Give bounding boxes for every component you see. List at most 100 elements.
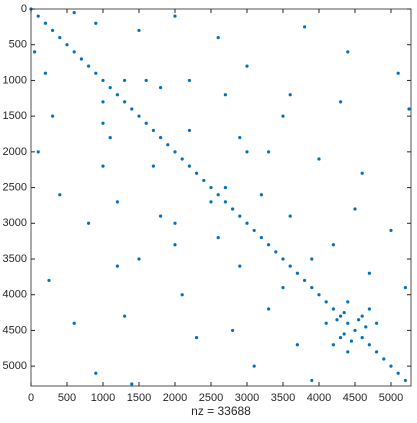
- nonzero-dot: [173, 150, 177, 154]
- nonzero-dot: [180, 157, 184, 161]
- nonzero-dot: [101, 100, 105, 104]
- nonzero-dot: [209, 200, 213, 204]
- nonzero-dot: [36, 150, 40, 154]
- nonzero-dot: [94, 371, 98, 375]
- nonzero-dot: [137, 257, 141, 261]
- nonzero-dot: [331, 243, 335, 247]
- nonzero-dot: [396, 71, 400, 75]
- nonzero-dot: [94, 21, 98, 25]
- nonzero-dot: [302, 278, 307, 283]
- nonzero-dot: [216, 193, 220, 197]
- nonzero-dot: [216, 235, 220, 240]
- x-tick-label: 2000: [163, 392, 187, 404]
- x-tick-label: 1000: [91, 392, 115, 404]
- nonzero-dot: [108, 135, 112, 140]
- y-tick-label: 2000: [3, 146, 27, 158]
- nonzero-dot: [72, 10, 76, 15]
- nonzero-dot: [338, 335, 343, 340]
- x-tick-label: 3000: [235, 392, 259, 404]
- x-tick-label: 4000: [307, 392, 331, 404]
- nonzero-dot: [252, 364, 256, 368]
- nonzero-dot: [310, 257, 314, 261]
- nonzero-dot: [374, 321, 379, 325]
- y-tick-label: 5000: [3, 360, 27, 372]
- nonzero-dot: [144, 78, 148, 83]
- nonzero-dot: [335, 318, 339, 322]
- nonzero-dot: [266, 150, 271, 154]
- nonzero-dot: [101, 78, 105, 83]
- nonzero-dot: [342, 332, 346, 336]
- nonzero-dot: [36, 14, 40, 18]
- nonzero-dot: [245, 64, 249, 68]
- nonzero-dot: [274, 250, 278, 254]
- nonzero-dot: [374, 350, 379, 354]
- y-tick-label: 2500: [3, 181, 27, 193]
- nonzero-dot: [259, 235, 263, 240]
- nonzero-dot: [209, 185, 213, 190]
- nonzero-dot: [288, 264, 292, 268]
- nonzero-dot: [151, 128, 155, 133]
- nonzero-dot: [65, 43, 69, 47]
- nonzero-dot: [238, 214, 242, 218]
- nonzero-dot: [180, 293, 184, 297]
- nonzero-dot: [349, 339, 353, 343]
- nonzero-dot: [158, 135, 163, 140]
- nonzero-dot: [72, 321, 76, 325]
- nonzero-dot: [223, 185, 227, 190]
- nonzero-dot: [108, 85, 112, 90]
- y-tick-label: 0: [21, 3, 27, 15]
- nonzero-dot: [202, 178, 206, 183]
- y-tick-label: 3500: [3, 253, 27, 265]
- nonzero-dot: [331, 307, 335, 311]
- nonzero-dot: [173, 14, 177, 18]
- nonzero-dot: [346, 321, 350, 325]
- x-tick-label: 5000: [379, 392, 403, 404]
- nonzero-dot: [238, 135, 242, 140]
- nonzero-dot: [223, 200, 227, 204]
- y-tick-label: 4000: [3, 289, 27, 301]
- nonzero-dot: [331, 343, 335, 347]
- nonzero-dot: [194, 335, 199, 340]
- nonzero-dot: [115, 264, 119, 268]
- nonzero-dot: [346, 50, 350, 54]
- nonzero-dot: [43, 71, 47, 75]
- x-tick-label: 2500: [199, 392, 223, 404]
- nonzero-dot: [389, 364, 393, 368]
- nonzero-dot: [166, 143, 170, 147]
- nonzero-dot: [338, 314, 343, 318]
- nonzero-dot: [360, 171, 364, 175]
- nonzero-dot: [86, 221, 91, 225]
- nonzero-dot: [101, 164, 105, 168]
- nonzero-dot: [281, 257, 285, 261]
- nonzero-dot: [266, 307, 271, 311]
- nonzero-dot: [101, 121, 105, 125]
- nonzero-dot: [295, 271, 299, 275]
- nonzero-dot: [144, 121, 148, 125]
- nonzero-dot: [310, 378, 314, 383]
- nonzero-dot: [122, 78, 127, 83]
- nonzero-dot: [389, 228, 393, 233]
- nonzero-dot: [353, 328, 357, 333]
- y-tick-label: 4500: [3, 324, 27, 336]
- nonzero-dot: [360, 335, 364, 340]
- nonzero-dot: [158, 85, 163, 90]
- nonzero-dot: [338, 100, 343, 104]
- nonzero-dot: [281, 285, 285, 290]
- nonzero-dot: [58, 193, 62, 197]
- nonzero-dot: [266, 243, 271, 247]
- nonzero-dot: [187, 128, 191, 133]
- nonzero-dot: [137, 28, 141, 33]
- x-tick-label: 4500: [343, 392, 367, 404]
- nonzero-dot: [58, 35, 62, 40]
- nonzero-dot: [367, 343, 371, 347]
- nonzero-dot: [158, 214, 163, 218]
- nonzero-dot: [252, 228, 256, 233]
- nonzero-dot: [130, 107, 134, 111]
- nonzero-dot: [346, 300, 350, 304]
- nonzero-dot: [302, 25, 307, 29]
- y-tick-label: 1000: [3, 74, 27, 86]
- nonzero-dot: [94, 71, 98, 75]
- nonzero-dot: [194, 171, 199, 175]
- nonzero-dot: [122, 314, 127, 318]
